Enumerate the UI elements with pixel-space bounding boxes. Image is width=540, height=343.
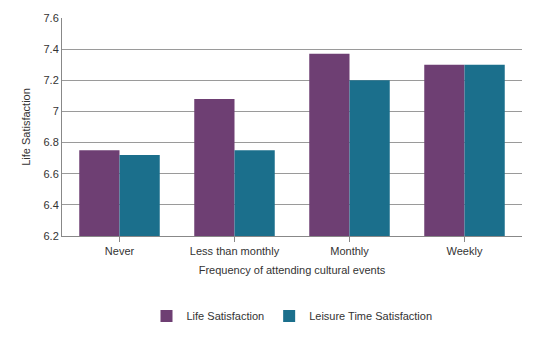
svg-text:7.4: 7.4 <box>44 43 59 55</box>
svg-text:Weekly: Weekly <box>447 245 483 257</box>
svg-text:6.8: 6.8 <box>44 136 59 148</box>
svg-text:7.2: 7.2 <box>44 74 59 86</box>
svg-text:Less than monthly: Less than monthly <box>190 245 280 257</box>
svg-text:7: 7 <box>53 105 59 117</box>
svg-text:Frequency of attending cultura: Frequency of attending cultural events <box>199 264 386 276</box>
svg-text:Monthly: Monthly <box>330 245 369 257</box>
svg-text:Life Satisfaction: Life Satisfaction <box>20 88 32 166</box>
svg-text:6.6: 6.6 <box>44 168 59 180</box>
svg-text:6.2: 6.2 <box>44 230 59 242</box>
svg-text:Never: Never <box>105 245 135 257</box>
svg-text:6.4: 6.4 <box>44 199 59 211</box>
svg-text:Leisure Time Satisfaction: Leisure Time Satisfaction <box>309 310 432 322</box>
svg-text:7.6: 7.6 <box>44 12 59 24</box>
svg-text:Life Satisfaction: Life Satisfaction <box>187 310 265 322</box>
